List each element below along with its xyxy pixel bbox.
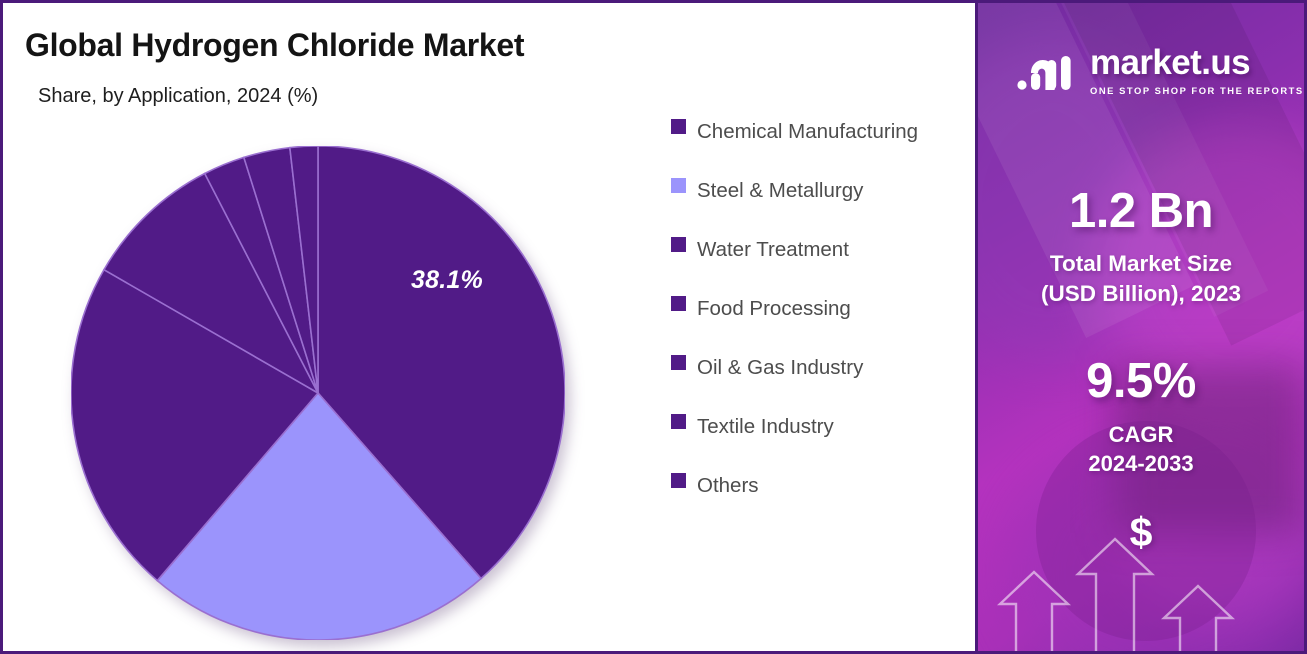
brand-name: market.us	[1090, 43, 1251, 82]
pie-slice[interactable]	[102, 172, 320, 396]
page-title: Global Hydrogen Chloride Market	[25, 27, 525, 63]
pie-slice[interactable]	[288, 146, 319, 394]
arrow-up-right-icon	[1160, 584, 1236, 651]
stat-caption-line2: (USD Billion), 2023	[1040, 280, 1242, 306]
pie-slice[interactable]	[317, 146, 565, 580]
legend-swatch-icon	[671, 119, 686, 134]
legend-item-textile-industry[interactable]: Textile Industry	[671, 408, 961, 454]
stat-value: 9.5%	[1086, 354, 1196, 408]
legend-item-label: Water Treatment	[697, 238, 849, 261]
legend-item-label: Steel & Metallurgy	[697, 179, 864, 202]
chart-subtitle: Share, by Application, 2024 (%)	[38, 85, 319, 107]
stat-value: 1.2 Bn	[1068, 184, 1214, 238]
stat-caption-line2: 2024-2033	[1088, 451, 1194, 477]
pie-chart-svg	[71, 146, 565, 640]
chart-heading-group: Global Hydrogen Chloride Market Share, b…	[25, 27, 525, 108]
stat-cagr: 9.5% CAGR 2024-2033	[978, 354, 1304, 479]
legend-item-oil-gas-industry[interactable]: Oil & Gas Industry	[671, 349, 961, 395]
dollar-sign-icon: $	[1129, 509, 1153, 555]
legend-swatch-icon	[671, 178, 686, 193]
growth-arrows-decoration: $	[978, 486, 1304, 651]
stat-panel: market.us ONE STOP SHOP FOR THE REPORTS …	[975, 3, 1304, 651]
chart-panel: Global Hydrogen Chloride Market Share, b…	[3, 3, 975, 651]
brand-logo[interactable]: market.us ONE STOP SHOP FOR THE REPORTS	[1016, 45, 1304, 96]
stat-caption-line1: CAGR	[1108, 422, 1174, 448]
legend-swatch-icon	[671, 296, 686, 311]
legend-item-label: Oil & Gas Industry	[697, 356, 864, 379]
arrows-svg	[996, 537, 1236, 651]
legend-swatch-icon	[671, 414, 686, 429]
pie-chart: 38.1%	[71, 146, 570, 647]
pie-slice[interactable]	[156, 391, 483, 640]
stat-caption: CAGR 2024-2033	[978, 421, 1304, 479]
legend-swatch-icon	[671, 355, 686, 370]
legend-item-label: Others	[697, 474, 759, 497]
stat-caption: Total Market Size (USD Billion), 2023	[978, 249, 1304, 308]
legend-item-water-treatment[interactable]: Water Treatment	[671, 231, 961, 277]
legend-swatch-icon	[671, 473, 686, 488]
legend-item-label: Textile Industry	[697, 415, 834, 438]
pie-slice-label-chemical-manufacturing: 38.1%	[411, 266, 483, 294]
stat-caption-line1: Total Market Size	[1049, 251, 1233, 277]
panel-background-decoration	[978, 3, 1304, 651]
arrow-up-center-icon	[1074, 537, 1156, 651]
chart-legend: Chemical Manufacturing Steel & Metallurg…	[671, 113, 961, 526]
legend-item-chemical-manufacturing[interactable]: Chemical Manufacturing	[671, 113, 961, 159]
legend-item-label: Food Processing	[697, 297, 851, 320]
legend-item-steel-metallurgy[interactable]: Steel & Metallurgy	[671, 172, 961, 218]
legend-swatch-icon	[671, 237, 686, 252]
legend-item-others[interactable]: Others	[671, 467, 961, 513]
legend-item-label: Chemical Manufacturing	[697, 120, 919, 143]
arrow-up-left-icon	[996, 570, 1072, 651]
pie-slice[interactable]	[71, 268, 320, 582]
legend-item-food-processing[interactable]: Food Processing	[671, 290, 961, 336]
stat-market-size: 1.2 Bn Total Market Size (USD Billion), …	[978, 184, 1304, 308]
brand-tagline: ONE STOP SHOP FOR THE REPORTS	[1090, 85, 1304, 96]
market-us-logo-icon	[1016, 48, 1078, 94]
brand-text: market.us ONE STOP SHOP FOR THE REPORTS	[1090, 45, 1304, 96]
